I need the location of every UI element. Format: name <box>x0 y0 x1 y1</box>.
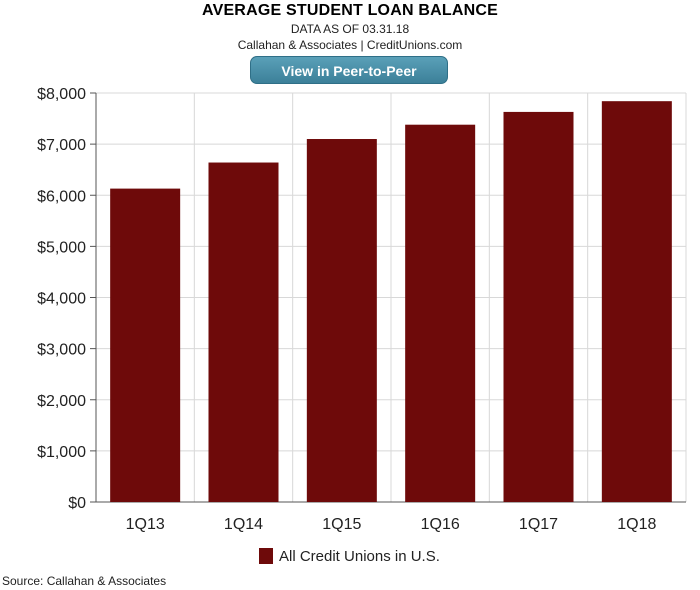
x-tick-label: 1Q17 <box>519 516 558 533</box>
bar <box>405 124 476 502</box>
bar <box>208 162 279 502</box>
y-tick-label: $2,000 <box>37 393 86 410</box>
y-tick-label: $6,000 <box>37 188 86 205</box>
chart-title: AVERAGE STUDENT LOAN BALANCE <box>202 2 498 19</box>
bar <box>601 101 672 503</box>
x-tick-label: 1Q15 <box>322 516 361 533</box>
x-tick-label: 1Q18 <box>617 516 656 533</box>
source-note: Source: Callahan & Associates <box>2 574 167 588</box>
view-peer-to-peer-button[interactable]: View in Peer-to-Peer <box>250 56 448 84</box>
x-tick-label: 1Q14 <box>224 516 263 533</box>
x-tick-label: 1Q13 <box>126 516 165 533</box>
y-tick-label: $7,000 <box>37 137 86 154</box>
y-tick-label: $8,000 <box>37 86 86 103</box>
bar <box>110 188 181 502</box>
data-date: DATA AS OF 03.31.18 <box>290 22 410 36</box>
y-tick-label: $4,000 <box>37 291 86 308</box>
bar <box>306 139 377 502</box>
credit-line: Callahan & Associates | CreditUnions.com <box>237 38 463 52</box>
y-tick-label: $5,000 <box>37 239 86 256</box>
bar <box>503 111 574 502</box>
x-tick-label: 1Q16 <box>421 516 460 533</box>
y-tick-label: $1,000 <box>37 444 86 461</box>
y-tick-label: $0 <box>68 495 86 512</box>
legend-swatch <box>259 548 273 564</box>
legend-label: All Credit Unions in U.S. <box>279 548 440 565</box>
y-tick-label: $3,000 <box>37 342 86 359</box>
